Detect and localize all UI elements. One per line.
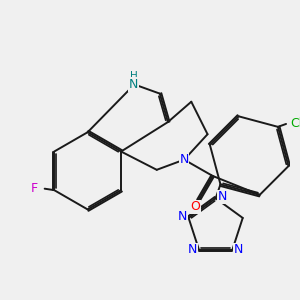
Text: N: N xyxy=(129,78,139,91)
Text: O: O xyxy=(190,200,200,213)
Text: N: N xyxy=(178,210,187,223)
Text: H: H xyxy=(130,71,138,81)
Text: Cl: Cl xyxy=(290,118,300,130)
Text: N: N xyxy=(188,243,197,256)
Text: N: N xyxy=(218,190,227,203)
Text: F: F xyxy=(31,182,38,195)
Text: N: N xyxy=(179,153,189,166)
Text: N: N xyxy=(234,243,244,256)
